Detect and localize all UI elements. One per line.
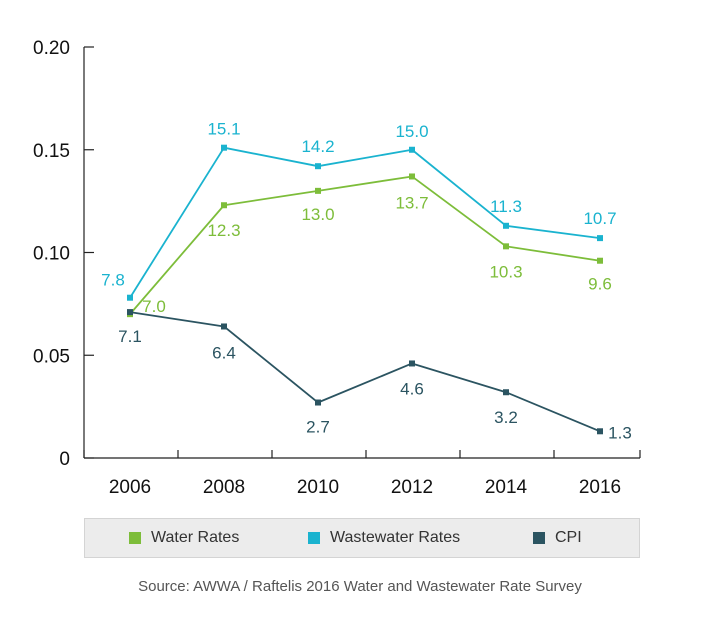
data-marker-cpi — [315, 399, 321, 406]
x-tick-label: 2016 — [579, 477, 621, 498]
legend-item-water-rates: Water Rates — [129, 519, 239, 557]
data-label-water-rates: 13.0 — [301, 205, 334, 224]
y-tick-label: 0.20 — [33, 38, 70, 59]
x-tick-label: 2012 — [391, 477, 433, 498]
data-label-cpi: 4.6 — [400, 379, 424, 398]
data-label-water-rates: 10.3 — [489, 262, 522, 281]
line-chart: 0.20 0.15 0.10 0.05 0 2006 2008 2010 2012 2014 201… — [33, 38, 641, 498]
data-marker-cpi — [409, 360, 415, 367]
data-label-wastewater-rates: 15.0 — [395, 122, 428, 141]
x-tick-label: 2006 — [109, 477, 151, 498]
legend-swatch-cpi — [533, 532, 545, 544]
chart-data-labels: 7.0 12.3 13.0 13.7 10.3 9.6 7.8 15.1 14.2 15.0 11.… — [101, 120, 632, 443]
data-marker-cpi — [597, 428, 603, 435]
y-tick-label: 0.10 — [33, 244, 70, 265]
data-marker-cpi — [503, 389, 509, 396]
legend-label-cpi: CPI — [555, 529, 582, 546]
data-marker-water-rates — [221, 202, 227, 209]
data-label-cpi: 6.4 — [212, 343, 236, 362]
data-label-water-rates: 7.0 — [142, 297, 166, 316]
x-tick-label: 2008 — [203, 477, 245, 498]
legend-item-cpi: CPI — [533, 519, 582, 557]
data-label-wastewater-rates: 15.1 — [207, 120, 240, 139]
chart-legend: Water Rates Wastewater Rates CPI — [84, 518, 640, 558]
legend-label-water-rates: Water Rates — [151, 529, 240, 546]
legend-swatch-wastewater-rates — [308, 532, 320, 544]
x-tick-label: 2014 — [485, 477, 528, 498]
data-label-cpi: 3.2 — [494, 408, 518, 427]
data-label-cpi: 1.3 — [608, 423, 632, 442]
data-marker-cpi — [221, 323, 227, 330]
data-marker-water-rates — [597, 257, 603, 264]
y-tick-label: 0.05 — [33, 346, 70, 367]
legend-item-wastewater-rates: Wastewater Rates — [308, 519, 460, 557]
data-marker-water-rates — [409, 173, 415, 180]
legend-swatch-water-rates — [129, 532, 141, 544]
legend-label-wastewater-rates: Wastewater Rates — [330, 529, 461, 546]
data-marker-wastewater-rates — [127, 294, 133, 301]
data-label-wastewater-rates: 11.3 — [490, 197, 522, 216]
x-tick-label: 2010 — [297, 477, 339, 498]
data-label-wastewater-rates: 14.2 — [301, 137, 334, 156]
series-line-cpi — [129, 311, 601, 433]
data-label-cpi: 2.7 — [306, 418, 330, 437]
data-marker-wastewater-rates — [409, 146, 415, 153]
data-label-water-rates: 9.6 — [588, 275, 612, 294]
y-tick-label: 0 — [59, 449, 70, 470]
series-line-wastewater-rates — [129, 146, 601, 299]
data-marker-wastewater-rates — [315, 163, 321, 170]
data-marker-water-rates — [503, 243, 509, 250]
data-marker-wastewater-rates — [221, 144, 227, 151]
data-marker-wastewater-rates — [597, 235, 603, 242]
data-label-water-rates: 12.3 — [207, 221, 240, 240]
chart-axes: 0.20 0.15 0.10 0.05 0 2006 2008 2010 2012 2014 201… — [33, 38, 641, 498]
source-note: Source: AWWA / Raftelis 2016 Water and W… — [138, 578, 582, 595]
data-label-water-rates: 13.7 — [395, 193, 428, 212]
data-marker-wastewater-rates — [503, 222, 509, 229]
data-label-cpi: 7.1 — [118, 327, 142, 346]
y-tick-label: 0.15 — [33, 141, 70, 162]
chart-series-lines — [127, 144, 603, 435]
data-label-wastewater-rates: 10.7 — [583, 209, 616, 228]
data-label-wastewater-rates: 7.8 — [101, 271, 125, 290]
data-marker-water-rates — [315, 187, 321, 194]
series-line-water-rates — [129, 175, 601, 315]
data-marker-cpi — [127, 309, 133, 316]
